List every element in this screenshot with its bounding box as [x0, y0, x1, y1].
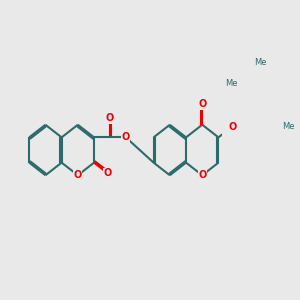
- Text: Me: Me: [225, 79, 238, 88]
- Text: O: O: [74, 170, 82, 180]
- Text: O: O: [198, 170, 206, 180]
- Text: Me: Me: [254, 58, 266, 67]
- Text: Me: Me: [282, 122, 295, 131]
- Text: O: O: [198, 99, 206, 109]
- Text: O: O: [122, 132, 130, 142]
- Text: O: O: [106, 113, 114, 123]
- Text: O: O: [104, 168, 112, 178]
- Text: O: O: [228, 122, 236, 132]
